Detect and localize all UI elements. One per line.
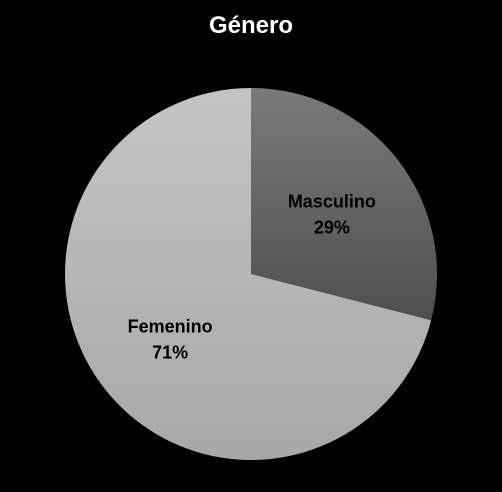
chart-title: Género [209, 12, 293, 39]
pie-slices [65, 88, 437, 460]
slice-label-femenino: Femenino [128, 317, 213, 337]
slice-value-masculino: 29% [314, 217, 350, 237]
pie-labels: Masculino 29% Femenino 71% [128, 191, 376, 362]
slice-label-masculino: Masculino [288, 191, 376, 211]
pie-slice-masculino [251, 88, 437, 321]
slice-value-femenino: 71% [152, 343, 188, 363]
pie-slice-femenino [65, 88, 432, 460]
